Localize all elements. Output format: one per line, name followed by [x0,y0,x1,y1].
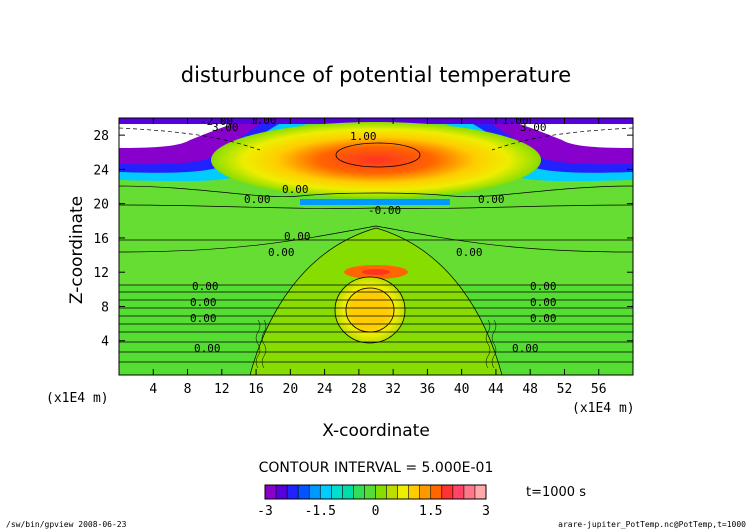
x-tick-label: 52 [557,382,573,397]
small-warm-core [362,269,390,275]
colorbar-swatch [386,485,398,499]
x-tick-label: 48 [522,382,538,397]
x-tick-label: 16 [248,382,264,397]
colorbar-swatch [265,485,277,499]
y-tick-label: 24 [93,163,109,178]
upper-warm-core-outline [335,142,421,168]
colorbar-swatch [408,485,420,499]
contour-label: 0.00 [282,183,309,196]
x-tick-label: 4 [149,382,157,397]
contour-label: 0.00 [456,246,483,259]
upper-warm-anomaly [211,122,541,198]
y-tick-label: 16 [93,232,109,247]
colorbar-tick-label: -1.5 [305,504,336,519]
x-axis: 4 8 12 16 20 24 28 32 36 40 44 48 52 56 [149,118,607,397]
contour-interval-text: CONTOUR INTERVAL = 5.000E-01 [259,460,494,476]
x-unit-label: (x1E4 m) [572,401,635,416]
y-axis-label: Z-coordinate [67,196,87,304]
colorbar-swatch [309,485,321,499]
time-label: t=1000 s [526,485,586,500]
contour-label: 0.00 [512,342,539,355]
colorbar-swatch [353,485,365,499]
colorbar-swatch [331,485,343,499]
band-z20 [300,199,450,205]
y-tick-label: 8 [101,300,109,315]
wavy-columns [255,319,497,369]
colorbar [264,484,487,500]
contour-label: 3.00 [520,121,547,134]
x-axis-label: X-coordinate [322,421,430,441]
colorbar-swatch [342,485,354,499]
y-unit-label: (x1E4 m) [46,391,109,406]
contour-label: 0.00 [478,193,505,206]
colorbar-swatch [452,485,465,499]
footer-right: arare-jupiter_PotTemp.nc@PotTemp,t=1000 [558,520,746,529]
x-tick-label: 40 [454,382,470,397]
footer-left: /sw/bin/gpview 2008-06-23 [6,520,127,529]
colorbar-swatch [463,485,476,499]
colorbar-tick-label: 3 [482,504,490,519]
colorbar-swatch [441,485,454,499]
colorbar-swatch [298,485,310,499]
contour-label-group: -2.00 3.00 1.00 1.00 3.00 1.00 0.00 0.00… [190,114,557,355]
contour-label: 0.00 [268,246,295,259]
contour-label: 0.00 [244,193,271,206]
colorbar-swatch [397,485,409,499]
contour-label: 0.00 [190,312,217,325]
contour-label: 0.00 [530,296,557,309]
y-tick-label: 4 [101,335,109,350]
contour-label: 3.00 [212,121,239,134]
colorbar-swatch [287,485,299,499]
contour-label: 0.00 [192,280,219,293]
colorbar-swatch [364,485,376,499]
y-tick-label: 12 [93,266,109,281]
x-tick-label: 36 [420,382,436,397]
colorbar-swatch [375,485,387,499]
x-tick-label: 44 [488,382,504,397]
x-tick-label: 20 [283,382,299,397]
contour-label: 0.00 [190,296,217,309]
central-warm-bubble [334,276,406,344]
contour-label: 1.00 [350,130,377,143]
colorbar-ticks: -3 -1.5 0 1.5 3 [257,504,490,519]
x-tick-label: 56 [591,382,607,397]
contour-label: -0.00 [368,204,401,217]
x-tick-label: 24 [317,382,333,397]
colorbar-swatch [474,485,487,499]
y-tick-label: 28 [93,129,109,144]
plot-area: -2.00 3.00 1.00 1.00 3.00 1.00 0.00 0.00… [119,114,633,375]
colorbar-tick-label: 1.5 [419,504,442,519]
colorbar-swatch [419,485,432,499]
colorbar-swatch [276,485,288,499]
plot-frame [118,117,634,376]
contour-label: 0.00 [530,280,557,293]
y-axis: 4 8 12 16 20 24 28 [93,129,633,350]
contour-label: 0.00 [194,342,221,355]
chart-title: disturbunce of potential temperature [181,63,571,87]
y-tick-label: 20 [93,198,109,213]
contour-label: 0.00 [530,312,557,325]
contour-label: 0.00 [284,230,311,243]
x-tick-label: 28 [351,382,367,397]
contour-label: -2.00 [200,115,233,128]
contour-label: 1.00 [502,114,529,127]
colorbar-swatch [320,485,332,499]
top-boundary-stripe [119,118,633,124]
colorbar-tick-label: 0 [372,504,380,519]
x-tick-label: 32 [385,382,401,397]
contour-label: 1.00 [250,114,277,127]
x-tick-label: 12 [214,382,230,397]
colorbar-swatch [430,485,443,499]
x-tick-label: 8 [184,382,192,397]
colorbar-tick-label: -3 [257,504,273,519]
contour-lines [119,127,633,375]
